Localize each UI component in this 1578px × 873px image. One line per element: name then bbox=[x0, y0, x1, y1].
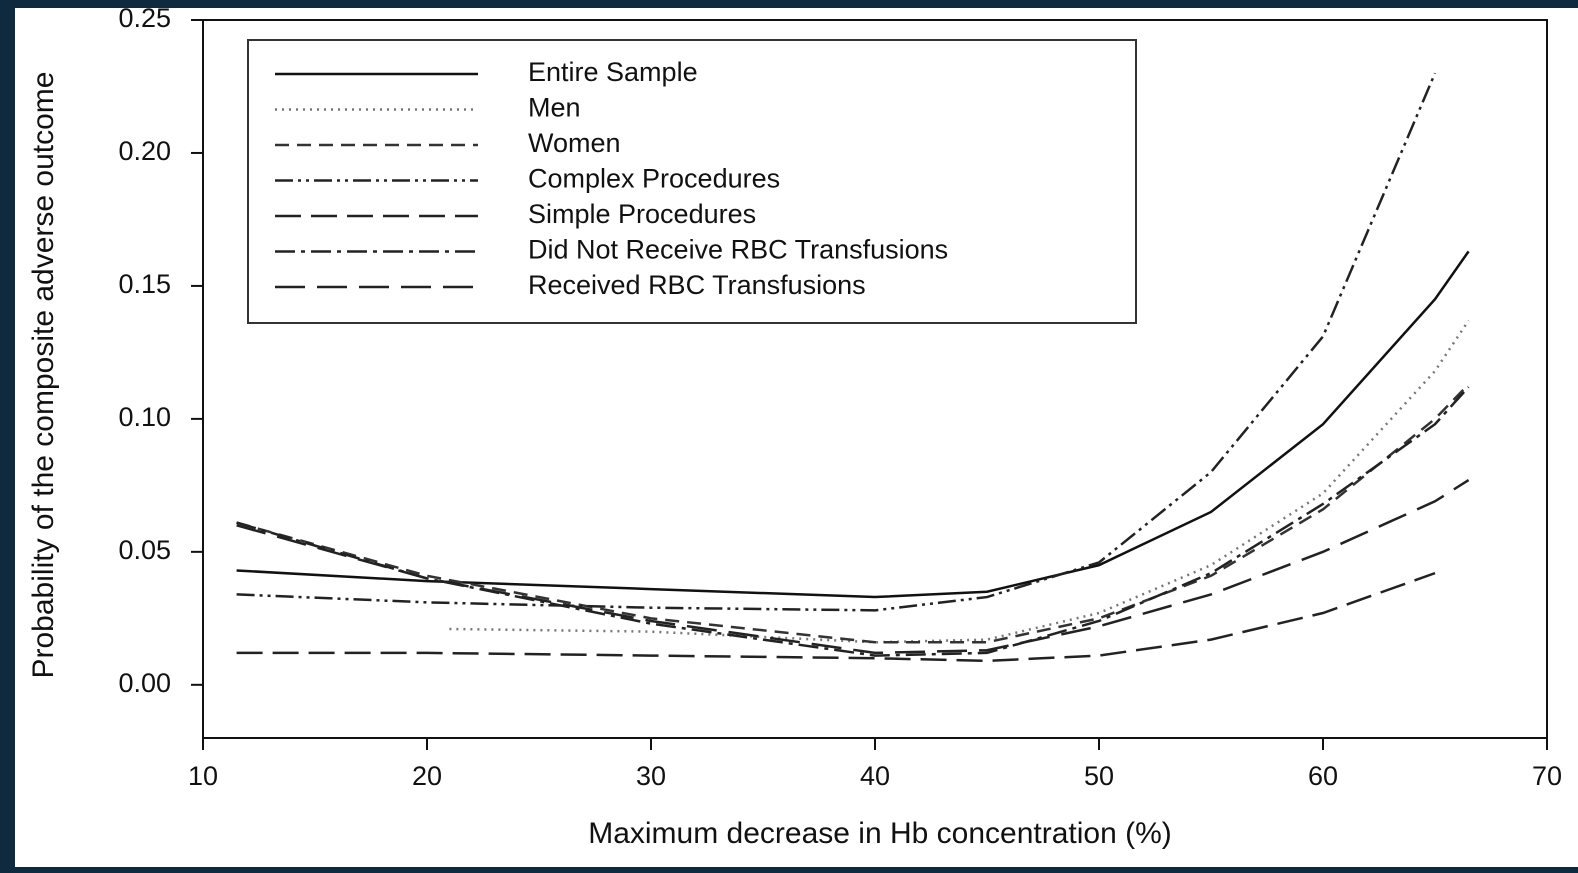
y-tick-label: 0.20 bbox=[118, 136, 171, 166]
y-tick-label: 0.00 bbox=[118, 668, 171, 698]
y-tick-label: 0.05 bbox=[118, 535, 171, 565]
y-tick-label: 0.10 bbox=[118, 402, 171, 432]
legend-label: Complex Procedures bbox=[528, 164, 780, 194]
series-line bbox=[236, 386, 1470, 657]
series-line bbox=[236, 478, 1470, 655]
legend-label: Women bbox=[528, 128, 621, 158]
legend-label: Simple Procedures bbox=[528, 199, 756, 229]
series-line bbox=[236, 571, 1436, 663]
series-line bbox=[236, 250, 1470, 599]
x-tick-label: 20 bbox=[412, 761, 442, 791]
series-line bbox=[236, 383, 1470, 644]
y-axis-title: Probability of the composite adverse out… bbox=[27, 72, 60, 679]
x-tick-label: 50 bbox=[1084, 761, 1114, 791]
legend-label: Men bbox=[528, 93, 581, 123]
legend-label: Received RBC Transfusions bbox=[528, 270, 866, 300]
series-line bbox=[236, 72, 1437, 612]
x-tick-label: 70 bbox=[1532, 761, 1562, 791]
x-axis-title: Maximum decrease in Hb concentration (%) bbox=[588, 817, 1172, 850]
y-tick-label: 0.15 bbox=[118, 269, 171, 299]
x-tick-label: 30 bbox=[636, 761, 666, 791]
x-tick-label: 60 bbox=[1308, 761, 1338, 791]
x-tick-label: 10 bbox=[188, 761, 218, 791]
x-tick-label: 40 bbox=[860, 761, 890, 791]
legend-label: Entire Sample bbox=[528, 57, 698, 87]
y-tick-label: 0.25 bbox=[118, 3, 171, 33]
legend-label: Did Not Receive RBC Transfusions bbox=[528, 235, 948, 265]
